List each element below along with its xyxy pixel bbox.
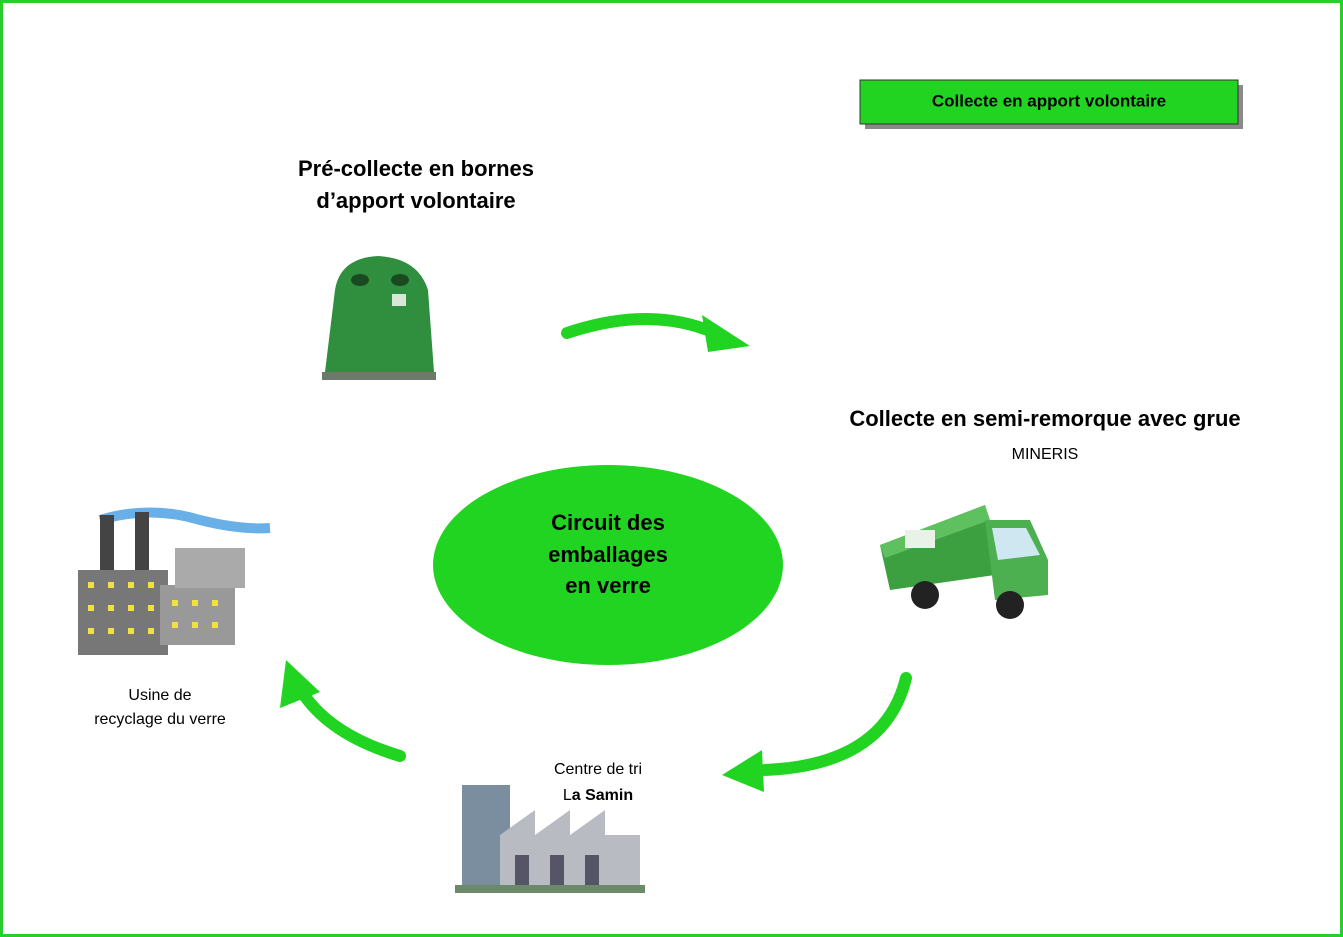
sorting-center-icon (455, 785, 645, 893)
badge (859, 79, 1239, 125)
flow-arrow (561, 313, 721, 339)
step-title: Usine de (128, 687, 191, 704)
flow-arrow (759, 672, 912, 776)
center-text: Circuit des (551, 510, 665, 535)
subtitle-part: a Samin (572, 787, 633, 804)
badge-text: Collecte en apport volontaire (932, 91, 1166, 110)
step-title: d’apport volontaire (316, 188, 515, 213)
step-subtitle: La Samin (563, 787, 633, 804)
arrow-head (280, 660, 320, 708)
step-title: Collecte en semi-remorque avec grue (849, 406, 1240, 431)
subtitle-part: L (563, 787, 572, 804)
bin-icon (322, 256, 436, 380)
arrow-head (722, 750, 764, 792)
arrow-head (702, 315, 750, 352)
center-ellipse (433, 465, 783, 665)
step-title: Centre de tri (554, 761, 642, 778)
truck-icon (880, 505, 1048, 619)
flow-arrow (296, 686, 406, 762)
center-text: en verre (565, 573, 651, 598)
step-title: recyclage du verre (94, 711, 226, 728)
factory-icon (78, 507, 271, 655)
step-title: Pré-collecte en bornes (298, 156, 534, 181)
step-subtitle: MINERIS (1012, 446, 1079, 463)
center-text: emballages (548, 542, 668, 567)
